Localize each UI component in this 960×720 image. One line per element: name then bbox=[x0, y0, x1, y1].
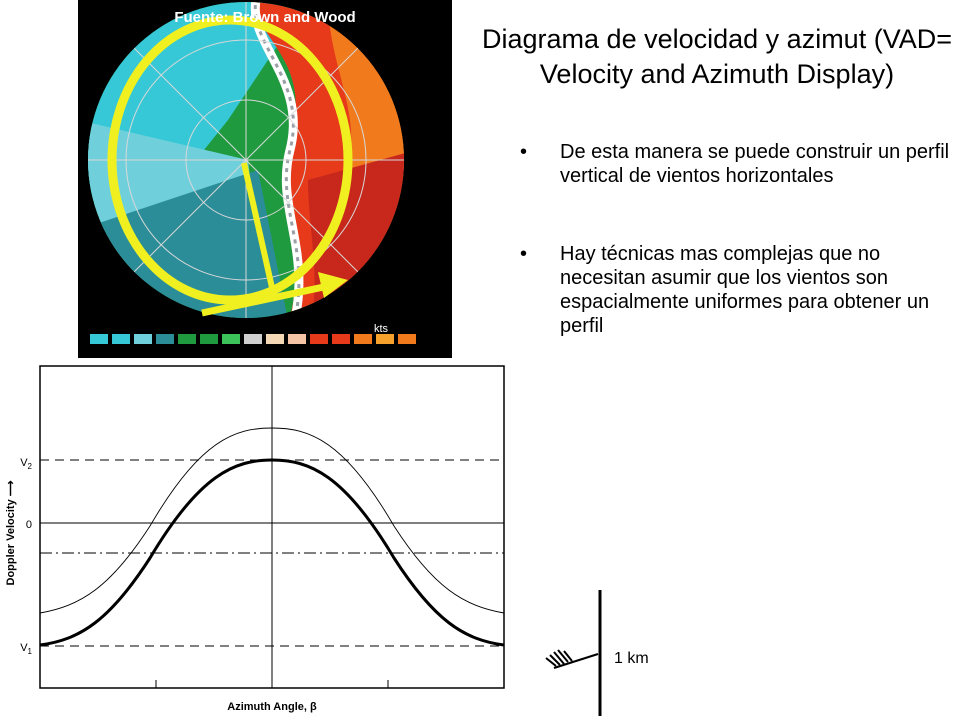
bullet-dot-icon: • bbox=[520, 141, 528, 163]
y-tick-label-v2: V2 bbox=[20, 457, 32, 471]
radar-display: kts Fuente: Brown and Wood bbox=[78, 0, 452, 358]
bullet-text: De esta manera se puede construir un per… bbox=[560, 141, 950, 187]
wind-arrow-overlay bbox=[201, 281, 334, 317]
wind-barb-icon bbox=[545, 590, 602, 716]
velocity-color-scale: kts bbox=[90, 323, 416, 344]
vad-chart: V2 0 V1 Doppler Velocity ⟶ Azimuth Angle… bbox=[5, 365, 505, 713]
slide-title: Diagrama de velocidad y azimut (VAD= Vel… bbox=[482, 24, 952, 89]
bullet-text: Hay técnicas mas complejas que no necesi… bbox=[560, 243, 930, 337]
y-axis-label: Doppler Velocity ⟶ bbox=[5, 480, 17, 585]
yellow-overlay bbox=[107, 15, 353, 317]
thin-velocity-curve bbox=[39, 427, 505, 614]
bullet-dot-icon: • bbox=[520, 243, 528, 265]
thick-velocity-curve bbox=[39, 458, 505, 647]
radial-line-overlay bbox=[241, 162, 276, 293]
height-label: 1 km bbox=[614, 650, 649, 667]
radar-image: kts bbox=[78, 0, 452, 358]
x-axis-label: Azimuth Angle, β bbox=[227, 701, 317, 713]
units-label: kts bbox=[374, 323, 389, 335]
arrowhead-icon bbox=[318, 272, 348, 298]
bullet-item: • Hay técnicas mas complejas que no nece… bbox=[520, 242, 956, 338]
scan-circle-overlay bbox=[107, 15, 353, 305]
y-tick-label-v1: V1 bbox=[20, 642, 32, 656]
bullet-list: • De esta manera se puede construir un p… bbox=[520, 140, 956, 338]
bullet-item: • De esta manera se puede construir un p… bbox=[520, 140, 956, 188]
y-tick-label-zero: 0 bbox=[26, 519, 32, 531]
